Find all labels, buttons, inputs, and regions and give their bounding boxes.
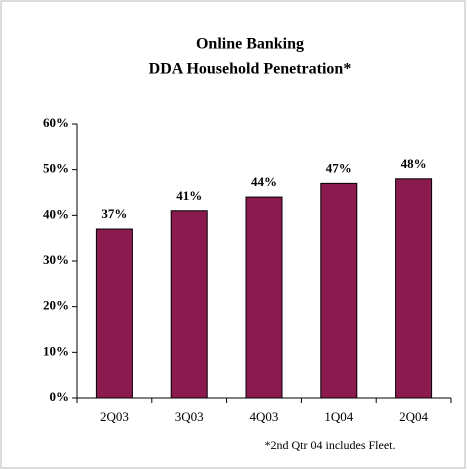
bar	[320, 182, 358, 399]
y-tick-label: 0%	[50, 389, 70, 404]
data-label: 47%	[326, 160, 352, 175]
x-tick-label: 2Q04	[399, 409, 428, 424]
bar	[95, 228, 133, 399]
data-label: 48%	[401, 156, 427, 171]
data-label: 37%	[101, 206, 127, 221]
y-tick-label: 20%	[43, 298, 69, 313]
x-tick-label: 1Q04	[324, 409, 353, 424]
x-tick-label: 4Q03	[250, 409, 279, 424]
x-tick-label: 2Q03	[100, 409, 129, 424]
y-tick-label: 40%	[43, 206, 69, 221]
bar	[245, 196, 283, 399]
data-label: 44%	[251, 174, 277, 189]
bar	[170, 210, 208, 399]
y-tick-label: 60%	[43, 115, 69, 130]
bar	[395, 178, 433, 399]
data-label: 41%	[176, 188, 202, 203]
x-tick-label: 3Q03	[175, 409, 204, 424]
y-tick-label: 50%	[43, 161, 69, 176]
chart-subtitle: DDA Household Penetration*	[149, 61, 352, 78]
y-tick-label: 30%	[43, 252, 69, 267]
footnote: *2nd Qtr 04 includes Fleet.	[265, 438, 396, 452]
y-tick-label: 10%	[43, 343, 69, 358]
chart-title: Online Banking	[196, 36, 304, 53]
